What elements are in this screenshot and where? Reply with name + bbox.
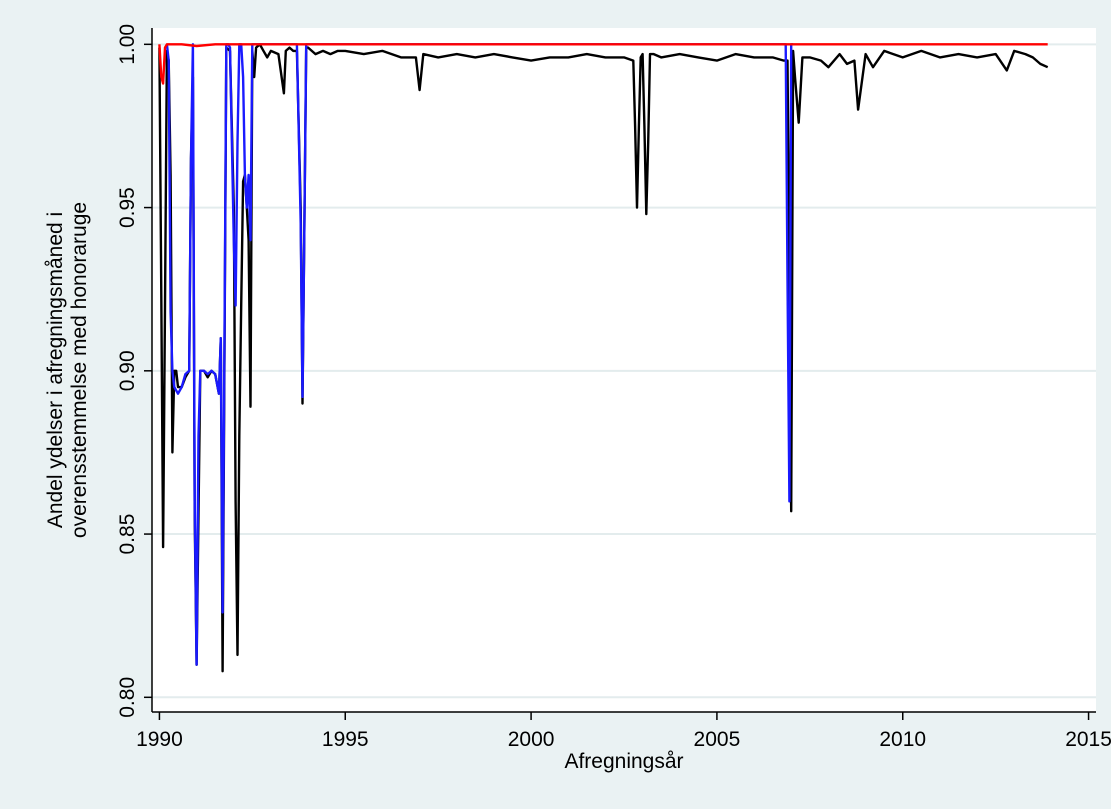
y-tick-label: 0.85 xyxy=(116,514,139,555)
y-tick-label: 0.80 xyxy=(116,677,139,718)
x-axis-title: Afregningsår xyxy=(564,750,683,773)
y-axis-title-line-2: overensstemmelse med honoraruge xyxy=(68,202,91,538)
y-tick-label: 0.90 xyxy=(116,350,139,391)
y-tick-label: 1.00 xyxy=(116,24,139,65)
data-series xyxy=(158,43,1049,673)
axes: 0.80 0.85 0.90 0.95 1.00 1990 1995 2000 2005 2010… xyxy=(116,24,1111,751)
x-tick-label: 2015 xyxy=(1065,728,1111,751)
x-tick-label: 2000 xyxy=(508,728,555,751)
y-tick-label: 0.95 xyxy=(116,187,139,228)
series-line-3 xyxy=(158,43,1048,85)
x-tick-label: 1990 xyxy=(136,728,183,751)
grid-lines xyxy=(152,43,1096,699)
x-tick-label: 2005 xyxy=(694,728,741,751)
x-tick-label: 2010 xyxy=(879,728,926,751)
x-tick-label: 1995 xyxy=(322,728,369,751)
y-axis-title-line-1: Andel ydelser i afregningsmåned i xyxy=(44,212,67,528)
